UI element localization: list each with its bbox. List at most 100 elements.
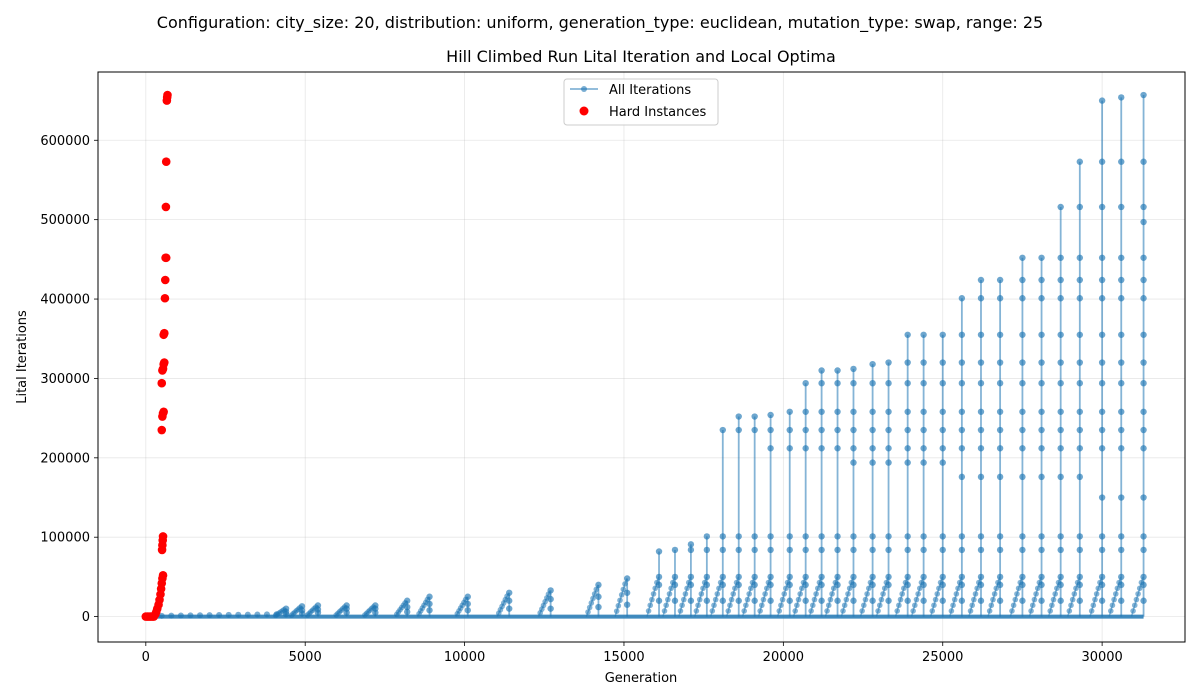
all-iterations-marker	[792, 608, 799, 614]
all-iterations-marker	[719, 546, 726, 554]
all-iterations-marker	[1111, 596, 1117, 603]
all-iterations-marker	[645, 608, 652, 614]
all-iterations-marker	[1140, 546, 1147, 554]
all-iterations-marker	[802, 445, 809, 452]
x-axis-ticks: 0 5000 10000 15000 20000 25000 30000	[142, 642, 1123, 665]
all-iterations-marker	[225, 611, 232, 618]
all-iterations-marker	[920, 573, 927, 581]
x-tick-label: 25000	[922, 650, 963, 665]
all-iterations-marker	[1019, 295, 1026, 302]
all-iterations-marker	[939, 331, 946, 338]
all-iterations-marker	[1031, 596, 1038, 603]
all-iterations-marker	[904, 459, 911, 466]
all-iterations-marker	[1071, 591, 1078, 597]
all-iterations-marker	[1038, 295, 1045, 302]
all-iterations-marker	[1098, 158, 1106, 165]
all-iterations-marker	[585, 609, 591, 615]
all-iterations-marker	[1057, 581, 1064, 589]
all-iterations-marker	[834, 408, 841, 415]
all-iterations-marker	[969, 602, 975, 609]
all-iterations-marker	[818, 581, 825, 589]
all-iterations-marker	[1049, 602, 1055, 609]
all-iterations-marker	[1140, 597, 1147, 604]
all-iterations-marker	[869, 459, 876, 466]
all-iterations-marker	[1057, 426, 1064, 434]
all-iterations-marker	[696, 596, 703, 603]
all-iterations-marker	[595, 581, 602, 589]
all-iterations-marker	[850, 408, 857, 415]
all-iterations-marker	[958, 581, 966, 589]
all-iterations-marker	[751, 546, 758, 554]
all-iterations-marker	[404, 603, 411, 611]
all-iterations-marker	[977, 408, 985, 415]
all-iterations-marker	[506, 605, 513, 612]
all-iterations-marker	[1076, 473, 1084, 481]
all-iterations-marker	[850, 573, 857, 581]
hard-instance-point	[160, 328, 169, 338]
all-iterations-marker	[1076, 597, 1084, 604]
all-iterations-marker	[1098, 546, 1106, 554]
all-iterations-marker	[372, 602, 379, 609]
all-iterations-marker	[1098, 445, 1106, 452]
all-iterations-marker	[977, 379, 985, 387]
all-iterations-marker	[939, 359, 946, 366]
all-iterations-marker	[811, 596, 818, 603]
all-iterations-marker	[958, 331, 966, 338]
all-iterations-marker	[735, 597, 742, 604]
y-tick-label: 400000	[40, 293, 90, 308]
all-iterations-marker	[655, 597, 663, 604]
all-iterations-marker	[996, 581, 1004, 589]
all-iterations-marker	[1019, 276, 1026, 284]
all-iterations-marker	[802, 573, 809, 581]
all-iterations-marker	[1066, 608, 1073, 614]
all-iterations-marker	[1098, 581, 1106, 589]
all-iterations-marker	[1076, 581, 1084, 589]
all-iterations-marker	[920, 379, 927, 387]
all-iterations-marker	[1140, 331, 1147, 338]
all-iterations-marker	[1019, 359, 1026, 366]
all-iterations-marker	[1028, 608, 1034, 614]
hard-instance-point	[157, 378, 167, 388]
all-iterations-marker	[996, 573, 1004, 581]
all-iterations-marker	[1118, 494, 1125, 501]
all-iterations-marker	[996, 408, 1004, 415]
all-iterations-marker	[404, 597, 411, 604]
all-iterations-marker	[977, 597, 985, 604]
all-iterations-marker	[1029, 602, 1036, 609]
all-iterations-marker	[958, 379, 966, 387]
all-iterations-marker	[767, 445, 774, 452]
all-iterations-marker	[751, 597, 758, 604]
all-iterations-marker	[929, 608, 936, 614]
all-iterations-marker	[850, 459, 857, 466]
x-tick-label: 10000	[444, 650, 485, 665]
all-iterations-marker	[862, 596, 869, 603]
all-iterations-marker	[977, 276, 985, 284]
all-iterations-marker	[1118, 203, 1125, 211]
all-iterations-marker	[850, 581, 857, 589]
all-iterations-marker	[885, 573, 892, 581]
all-iterations-marker	[843, 596, 850, 603]
all-iterations-marker	[687, 597, 695, 604]
all-iterations-marker	[1098, 295, 1106, 302]
all-iterations-marker	[818, 445, 825, 452]
all-iterations-marker	[834, 533, 841, 540]
all-iterations-marker	[1076, 158, 1084, 165]
all-iterations-marker	[869, 426, 876, 434]
all-iterations-marker	[244, 611, 251, 618]
all-iterations-marker	[904, 359, 911, 366]
all-iterations-marker	[818, 408, 825, 415]
all-iterations-marker	[682, 591, 689, 597]
all-iterations-marker	[719, 426, 726, 434]
all-iterations-marker	[786, 445, 793, 452]
all-iterations-marker	[988, 602, 995, 609]
all-iterations-marker	[613, 608, 620, 614]
all-iterations-marker	[693, 608, 700, 614]
all-iterations-marker	[869, 408, 876, 415]
all-iterations-marker	[1140, 91, 1147, 99]
all-iterations-marker	[904, 546, 911, 554]
all-iterations-marker	[1140, 445, 1147, 452]
all-iterations-marker	[712, 596, 719, 603]
all-iterations-marker	[1069, 596, 1076, 603]
all-iterations-marker	[623, 589, 631, 596]
all-iterations-marker	[808, 608, 814, 614]
